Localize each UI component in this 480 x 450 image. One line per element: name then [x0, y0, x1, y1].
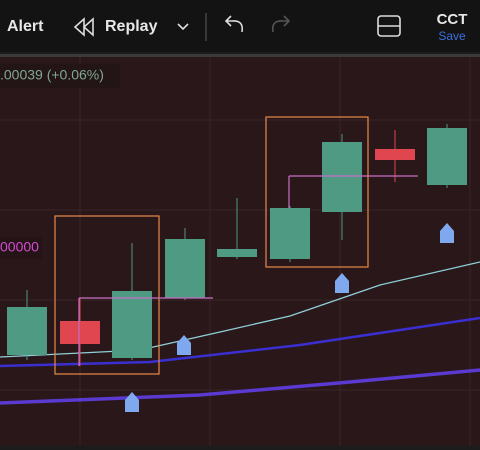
- pattern-boxes: [54, 116, 369, 375]
- bottom-edge: [0, 446, 480, 450]
- price-label: 00000: [0, 239, 39, 255]
- undo-button[interactable]: [224, 15, 244, 33]
- change-badge: [0, 64, 120, 88]
- dropdown-chevron[interactable]: [177, 23, 189, 31]
- price-badge: [0, 237, 42, 259]
- change-label: .00039 (+0.06%): [0, 67, 104, 83]
- alert-button[interactable]: Alert: [7, 18, 44, 35]
- replay-icon[interactable]: [73, 17, 94, 37]
- redo-button[interactable]: [271, 15, 291, 33]
- candles: [7, 124, 467, 366]
- toolbar: [0, 0, 480, 52]
- ma-slow: [0, 368, 480, 405]
- pattern-lines: [78, 175, 418, 366]
- symbol-title[interactable]: CCT: [437, 11, 468, 28]
- separator: [0, 54, 480, 57]
- replay-button[interactable]: Replay: [105, 18, 158, 35]
- signal-markers: [125, 223, 454, 412]
- save-button[interactable]: Save: [438, 29, 466, 43]
- ma-mid: [0, 316, 480, 368]
